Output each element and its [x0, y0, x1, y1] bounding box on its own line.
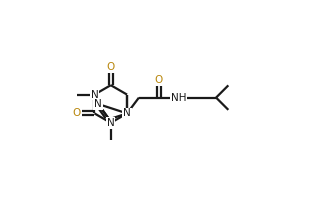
Text: N: N [94, 99, 102, 109]
Text: N: N [107, 118, 115, 128]
Text: O: O [107, 62, 115, 72]
Text: N: N [123, 108, 131, 118]
Text: N: N [91, 90, 98, 100]
Text: O: O [72, 108, 81, 118]
Text: NH: NH [171, 93, 186, 103]
Text: O: O [155, 75, 163, 85]
